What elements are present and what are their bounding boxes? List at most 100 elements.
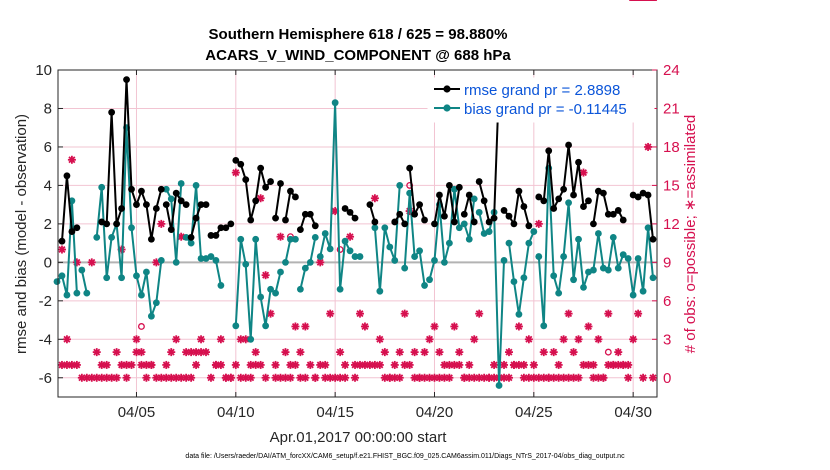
obs-assimilated-point: [132, 335, 141, 344]
rmse-point: [366, 201, 374, 209]
obs-assimilated-point: [380, 348, 389, 357]
rmse-point: [73, 224, 81, 232]
bias-point: [197, 255, 205, 262]
obs-assimilated-point: [405, 360, 414, 369]
y-tick-label: 0: [44, 254, 52, 271]
obs-assimilated-point: [584, 322, 593, 331]
bias-point: [426, 276, 433, 284]
obs-assimilated-point: [301, 373, 310, 382]
obs-assimilated-point: [57, 245, 66, 254]
bias-point: [604, 266, 612, 274]
bias-point: [262, 322, 270, 330]
rmse-point: [287, 187, 294, 195]
bias-point: [287, 235, 294, 243]
obs-assimilated-point: [326, 309, 335, 318]
bias-point: [177, 180, 185, 187]
rmse-line-segment: [274, 183, 282, 219]
rmse-point: [147, 235, 155, 243]
bias-point: [252, 235, 260, 243]
y-axis-label: rmse and bias (model - observation): [13, 114, 30, 354]
rmse-point: [192, 214, 200, 222]
obs-assimilated-point: [435, 348, 444, 357]
obs-assimilated-point: [455, 348, 464, 357]
rmse-point: [416, 201, 423, 209]
obs-assimilated-point: [440, 373, 449, 382]
rmse-point: [371, 218, 379, 226]
plot-frame: [57, 69, 658, 398]
obs-assimilated-point: [216, 360, 225, 369]
bias-point: [629, 291, 637, 299]
obs-assimilated-point: [281, 348, 290, 357]
y-right-tick-label: 12: [663, 216, 680, 233]
obs-assimilated-point: [370, 194, 379, 203]
bias-point: [247, 335, 255, 343]
bias-point: [441, 258, 448, 266]
rmse-point: [232, 157, 240, 164]
obs-assimilated-point: [276, 232, 285, 241]
x-tick-label: 04/15: [316, 404, 354, 421]
obs-assimilated-point: [157, 219, 166, 228]
obs-assimilated-point: [574, 373, 583, 382]
bias-line-segment: [299, 237, 317, 290]
bias-point: [311, 233, 319, 241]
bias-point: [292, 235, 299, 243]
obs-assimilated-point: [574, 335, 583, 344]
obs-assimilated-point: [206, 373, 215, 382]
bias-point: [53, 278, 61, 285]
rmse-point: [465, 191, 473, 199]
rmse-point: [411, 210, 419, 218]
obs-assimilated-point: [311, 373, 320, 382]
obs-assimilated-point: [559, 335, 568, 344]
bias-point: [63, 291, 71, 299]
obs-assimilated-point: [624, 360, 633, 369]
bias-point: [391, 257, 399, 264]
bias-point: [401, 264, 409, 272]
obs-assimilated-point: [420, 348, 429, 357]
obs-assimilated-point: [341, 373, 350, 382]
obs-assimilated-point: [112, 373, 121, 382]
rmse-point: [272, 214, 279, 222]
rmse-point: [545, 147, 553, 155]
x-tick-label: 04/10: [217, 404, 255, 421]
bias-point: [336, 285, 344, 293]
obs-possible-point: [604, 348, 612, 356]
rmse-point: [177, 197, 185, 205]
bias-point: [525, 239, 533, 247]
y-right-tick-label: 21: [663, 100, 680, 117]
bias-line-segment: [478, 211, 505, 387]
rmse-point: [490, 214, 498, 222]
bias-point: [277, 268, 284, 276]
bias-point: [560, 253, 568, 260]
obs-assimilated-point: [291, 322, 300, 331]
bias-point: [143, 268, 150, 276]
bias-point: [421, 282, 428, 289]
rmse-point: [604, 210, 612, 218]
rmse-point: [614, 207, 622, 214]
obs-assimilated-point: [504, 348, 513, 357]
obs-assimilated-point: [450, 322, 459, 331]
bias-point: [282, 258, 289, 266]
bias-point: [346, 247, 354, 255]
legend-bias-label: bias grand pr = -0.11445: [464, 101, 627, 118]
rmse-point: [202, 201, 210, 209]
rmse-point: [123, 76, 130, 84]
rmse-point: [450, 218, 458, 226]
bias-point: [103, 274, 111, 282]
rmse-point: [396, 210, 404, 218]
rmse-point: [436, 191, 443, 199]
bias-point: [242, 260, 250, 268]
rmse-point: [346, 208, 354, 216]
obs-assimilated-point: [624, 373, 633, 382]
obs-assimilated-point: [187, 373, 196, 382]
bias-point: [639, 287, 647, 295]
y-tick-label: 6: [44, 139, 52, 156]
bias-point: [619, 251, 627, 259]
bias-point: [326, 245, 334, 253]
chart-title-line-1: Southern Hemisphere 618 / 625 = 98.880%: [209, 26, 508, 43]
bias-point: [167, 195, 175, 203]
rmse-point: [590, 220, 597, 228]
chart-title-line-2: ACARS_V_WIND_COMPONENT @ 688 hPa: [205, 47, 511, 64]
bias-point: [594, 230, 602, 237]
rmse-point: [445, 182, 453, 189]
